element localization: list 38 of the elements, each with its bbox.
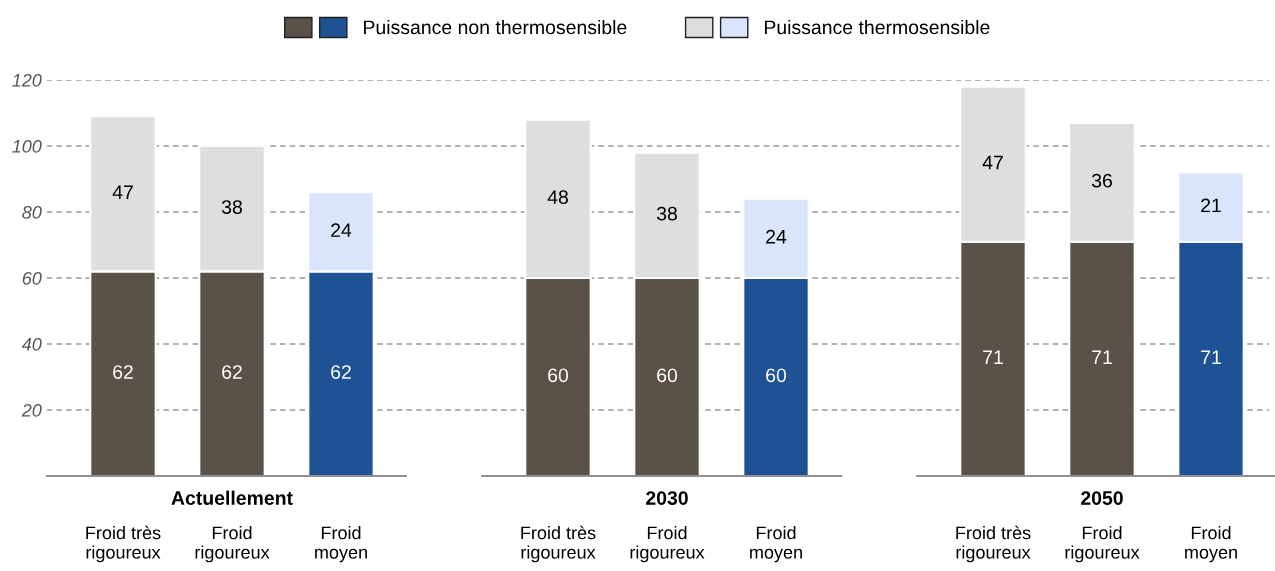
data-label: 24 — [766, 229, 787, 244]
data-label: 62 — [113, 365, 133, 379]
data-label: 62 — [331, 365, 351, 379]
x-tick-label: Froid rigoureux — [195, 526, 270, 563]
data-label: 48 — [547, 190, 568, 205]
data-label: 36 — [1091, 173, 1112, 188]
x-tick-label: Froid très rigoureux — [956, 525, 1031, 563]
data-label: 71 — [1092, 350, 1112, 364]
data-label: 47 — [112, 185, 133, 199]
y-tick-label: 100 — [12, 139, 42, 153]
y-tick-label: 20 — [21, 403, 42, 417]
y-tick-label: 60 — [22, 271, 42, 285]
x-tick-label: Froid moyen — [750, 526, 802, 563]
data-label: 71 — [1201, 350, 1221, 364]
legend-label: Puissance thermosensible — [764, 19, 990, 35]
x-tick-label: Froid rigoureux — [630, 526, 705, 563]
x-axis-title: 2030 — [646, 491, 688, 505]
x-tick-label: Froid moyen — [1185, 526, 1237, 563]
data-label: 47 — [982, 155, 1003, 170]
data-label: 60 — [657, 368, 678, 383]
y-tick-label: 120 — [12, 73, 42, 87]
y-tick-label: 40 — [21, 337, 42, 351]
x-axis-title: Actuellement — [171, 490, 293, 505]
y-tick-label: 80 — [22, 205, 42, 219]
legend-label: Puissance non thermosensible — [364, 19, 627, 35]
x-tick-label: Froid très rigoureux — [86, 525, 161, 563]
data-label: 62 — [222, 365, 242, 379]
data-label: 71 — [983, 350, 1003, 364]
x-tick-label: Froid moyen — [315, 526, 367, 563]
data-label: 38 — [221, 200, 242, 214]
data-label: 60 — [548, 368, 569, 383]
data-label: 60 — [766, 368, 787, 383]
data-label: 21 — [1201, 198, 1221, 213]
data-label: 24 — [331, 223, 352, 237]
data-label: 38 — [656, 206, 677, 221]
x-axis-title: 2050 — [1081, 491, 1123, 505]
x-tick-label: Froid très rigoureux — [521, 525, 596, 563]
x-tick-label: Froid rigoureux — [1065, 526, 1140, 563]
